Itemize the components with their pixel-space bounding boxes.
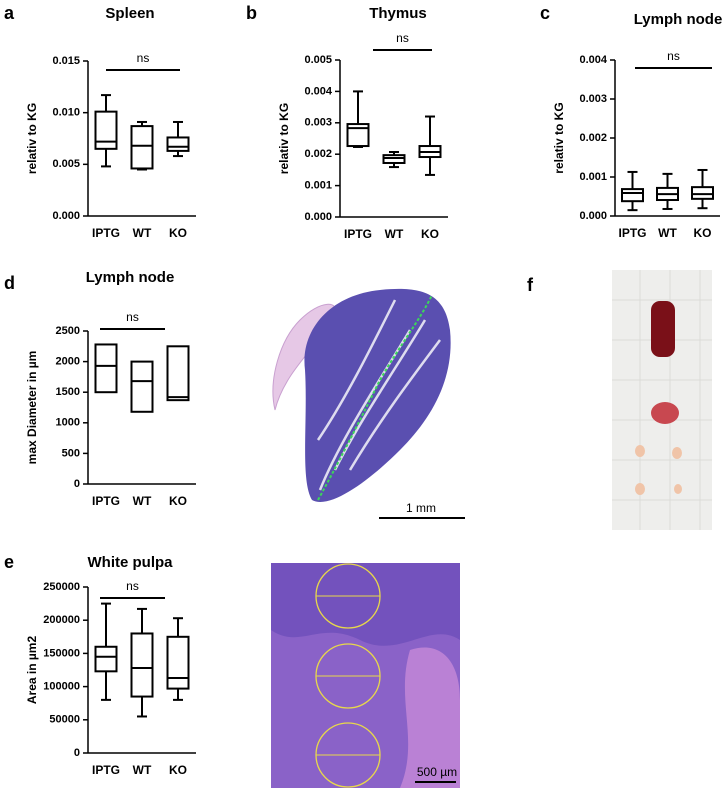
- y-tick-label: 0.005: [52, 158, 80, 170]
- y-tick-label: 0.015: [52, 55, 80, 67]
- box: [621, 188, 644, 203]
- significance-label: ns: [126, 310, 139, 324]
- box: [94, 645, 118, 673]
- y-tick-label: 0.004: [579, 54, 607, 66]
- y-axis-label: relativ to KG: [552, 102, 566, 173]
- chart-title: White pulpa: [88, 554, 174, 571]
- x-tick-label: KO: [421, 227, 439, 241]
- y-tick-label: 1000: [56, 417, 80, 429]
- box: [130, 632, 154, 698]
- chart-title: Thymus: [369, 5, 427, 22]
- panel-label: f: [527, 275, 534, 295]
- x-tick-label: WT: [133, 226, 152, 240]
- y-tick-label: 50000: [49, 714, 80, 726]
- x-tick-label: IPTG: [92, 494, 120, 508]
- box: [166, 136, 190, 152]
- y-tick-label: 0.001: [304, 180, 332, 192]
- panel-label: a: [4, 3, 15, 23]
- x-tick-label: WT: [133, 763, 152, 777]
- y-tick-label: 0.002: [579, 132, 607, 144]
- y-tick-label: 0: [74, 747, 80, 759]
- x-tick-label: WT: [133, 494, 152, 508]
- box: [382, 154, 406, 164]
- floating-bar: [94, 343, 118, 394]
- box: [691, 186, 714, 200]
- y-tick-label: 250000: [43, 581, 80, 593]
- x-tick-label: IPTG: [92, 763, 120, 777]
- y-tick-label: 150000: [43, 647, 80, 659]
- y-tick-label: 0: [74, 478, 80, 490]
- significance-label: ns: [396, 31, 409, 45]
- y-axis-label: relativ to KG: [277, 103, 291, 174]
- chart-title: Lymph node: [86, 269, 175, 286]
- y-tick-label: 500: [62, 447, 80, 459]
- x-tick-label: KO: [694, 226, 712, 240]
- histology-lymph-node: [272, 288, 465, 519]
- y-tick-label: 0.001: [579, 171, 607, 183]
- x-tick-label: KO: [169, 226, 187, 240]
- y-tick-label: 1500: [56, 386, 80, 398]
- y-axis-label: Area in µm2: [25, 636, 39, 705]
- box: [94, 110, 118, 150]
- floating-bar: [130, 360, 154, 413]
- scale-bar-label: 1 mm: [406, 501, 436, 515]
- y-axis-label: relativ to KG: [25, 103, 39, 174]
- significance-label: ns: [667, 49, 680, 63]
- x-tick-label: KO: [169, 763, 187, 777]
- y-tick-label: 0.005: [304, 54, 332, 66]
- x-tick-label: IPTG: [344, 227, 372, 241]
- y-tick-label: 200000: [43, 614, 80, 626]
- y-tick-label: 0.000: [579, 210, 607, 222]
- significance-label: ns: [137, 51, 150, 65]
- x-tick-label: WT: [385, 227, 404, 241]
- x-tick-label: KO: [169, 494, 187, 508]
- panel-label: e: [4, 552, 14, 572]
- box: [346, 123, 370, 148]
- x-tick-label: IPTG: [92, 226, 120, 240]
- histology-white-pulpa: [271, 563, 460, 788]
- floating-bar: [166, 345, 190, 402]
- panel-label: d: [4, 273, 15, 293]
- y-tick-label: 0.002: [304, 148, 332, 160]
- x-tick-label: WT: [658, 226, 677, 240]
- y-tick-label: 0.000: [304, 211, 332, 223]
- box: [166, 635, 190, 690]
- significance-label: ns: [126, 579, 139, 593]
- chart-title: Spleen: [105, 5, 154, 22]
- organ-photo: [612, 270, 712, 530]
- y-tick-label: 0.003: [579, 93, 607, 105]
- scale-bar-label: 500 µm: [417, 765, 457, 779]
- x-tick-label: IPTG: [618, 226, 646, 240]
- panel-label: b: [246, 3, 257, 23]
- y-tick-label: 0.010: [52, 107, 80, 119]
- panel-label: c: [540, 3, 550, 23]
- y-tick-label: 0.004: [304, 85, 332, 97]
- y-tick-label: 0.003: [304, 117, 332, 129]
- y-axis-label: max Diameter in µm: [25, 351, 39, 465]
- y-tick-label: 2500: [56, 325, 80, 337]
- chart-title: Lymph node: [634, 11, 723, 28]
- y-tick-label: 2000: [56, 356, 80, 368]
- y-tick-label: 100000: [43, 681, 80, 693]
- box: [130, 125, 154, 170]
- y-tick-label: 0.000: [52, 210, 80, 222]
